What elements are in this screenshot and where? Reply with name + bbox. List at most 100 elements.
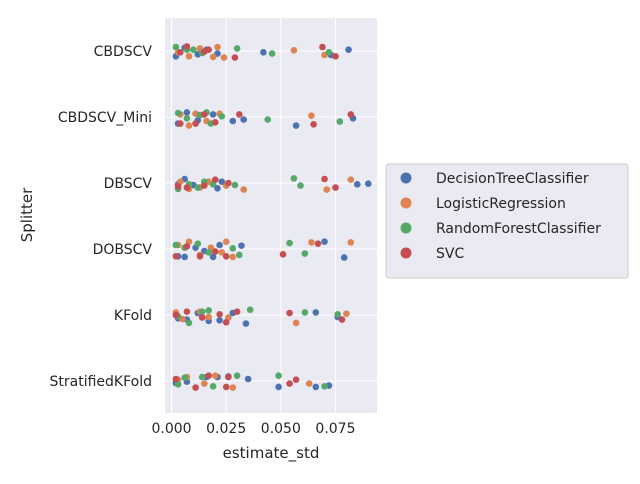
data-point <box>212 248 219 255</box>
data-point <box>177 120 184 127</box>
data-point <box>183 43 191 50</box>
data-point <box>229 384 237 391</box>
x-grid <box>171 18 336 413</box>
data-point <box>214 43 221 51</box>
y-tick-label: DOBSCV <box>93 242 153 258</box>
data-point <box>323 186 331 193</box>
legend-label: RandomForestClassifier <box>436 221 601 237</box>
data-point <box>205 249 212 256</box>
data-point <box>340 254 348 261</box>
legend-label: SVC <box>436 246 464 262</box>
data-point <box>305 380 313 387</box>
data-point <box>231 54 239 61</box>
data-point <box>212 176 219 183</box>
data-point <box>209 383 217 390</box>
data-point <box>172 241 180 249</box>
data-point <box>297 182 304 189</box>
data-point <box>222 319 230 326</box>
data-point <box>233 372 241 380</box>
data-point <box>198 373 206 381</box>
data-point <box>290 175 298 182</box>
data-point <box>183 109 191 116</box>
data-point <box>301 309 309 316</box>
x-tick-label: 0.025 <box>206 421 246 437</box>
data-point <box>292 376 300 384</box>
data-point <box>233 308 241 316</box>
data-point <box>319 43 326 51</box>
data-point <box>198 308 206 316</box>
data-point <box>240 186 247 193</box>
data-point <box>205 313 212 321</box>
data-point <box>205 46 212 53</box>
data-point <box>365 180 372 187</box>
data-point <box>172 43 180 51</box>
data-point <box>292 319 300 327</box>
data-point <box>290 47 298 54</box>
data-point <box>275 383 282 391</box>
data-point <box>209 111 217 118</box>
x-tick-label: 0.075 <box>315 421 355 437</box>
data-point <box>231 181 239 189</box>
legend-marker <box>400 172 412 184</box>
legend-marker <box>400 247 412 259</box>
y-tick-label: KFold <box>114 308 152 324</box>
legend-marker <box>400 222 412 234</box>
data-point <box>201 182 208 189</box>
data-point <box>321 383 328 390</box>
legend-label: LogisticRegression <box>436 196 566 212</box>
data-point <box>194 240 202 247</box>
data-point <box>279 251 287 258</box>
data-point <box>345 46 352 53</box>
data-point <box>183 184 191 191</box>
x-tick-labels: 0.000 0.025 0.050 0.075 <box>152 421 356 437</box>
data-point <box>286 309 293 317</box>
data-point <box>275 372 282 380</box>
y-tick-label: DBSCV <box>104 176 153 192</box>
data-point <box>308 239 315 246</box>
y-tick-label: StratifiedKFold <box>50 374 152 390</box>
y-axis-label: Splitter <box>18 187 36 242</box>
data-point <box>321 175 328 183</box>
y-tick-label: CBDSCV_Mini <box>58 110 152 126</box>
data-point <box>216 317 223 324</box>
legend: DecisionTreeClassifier LogisticRegression… <box>385 163 629 279</box>
data-point <box>325 49 333 56</box>
data-point <box>185 122 193 129</box>
data-point <box>238 242 245 249</box>
data-point <box>222 238 230 245</box>
data-point <box>201 111 208 118</box>
legend-marker <box>400 197 412 209</box>
y-tick-labels: CBDSCV CBDSCV_Mini DBSCV DOBSCV KFold Stratif… <box>50 44 153 390</box>
data-point <box>236 251 243 259</box>
data-point <box>332 184 339 191</box>
y-tick-label: CBDSCV <box>94 44 153 60</box>
data-point <box>354 181 361 188</box>
data-point <box>218 249 226 256</box>
data-point <box>308 112 315 119</box>
data-point <box>301 250 309 257</box>
legend-frame <box>385 163 629 279</box>
data-point <box>209 53 217 61</box>
data-point <box>310 121 317 128</box>
data-point <box>334 311 342 318</box>
data-point <box>220 54 228 61</box>
data-point <box>218 178 226 185</box>
data-point <box>190 46 197 53</box>
data-point <box>209 253 217 261</box>
legend-label: DecisionTreeClassifier <box>436 171 589 187</box>
data-point <box>222 383 230 391</box>
data-point <box>286 380 293 387</box>
data-point <box>174 109 182 117</box>
data-point <box>172 375 180 383</box>
data-point <box>236 111 243 118</box>
x-tick-label: 0.000 <box>152 421 192 437</box>
data-point <box>229 117 237 125</box>
data-point <box>177 49 184 56</box>
data-point <box>312 309 320 316</box>
data-point <box>229 245 237 252</box>
data-point <box>194 184 202 191</box>
x-axis-label: estimate_std <box>223 444 320 463</box>
data-point <box>205 307 212 314</box>
data-point <box>332 53 339 60</box>
data-point <box>229 253 237 261</box>
